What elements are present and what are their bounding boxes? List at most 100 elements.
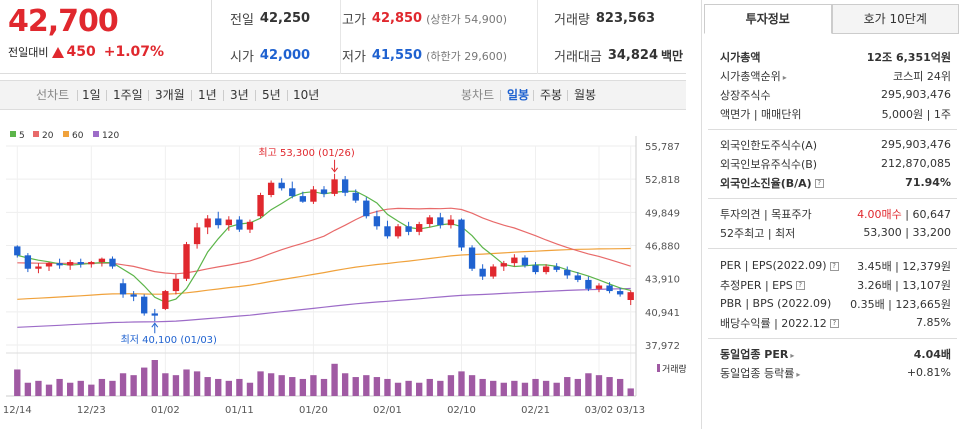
x-tick-label: 01/11 xyxy=(225,405,254,416)
volume-bar xyxy=(341,373,349,396)
ma60-line xyxy=(17,247,631,300)
candle-body xyxy=(320,189,328,194)
info-label-wrap: 배당수익률 | 2022.12? xyxy=(720,315,839,331)
candle-weekly[interactable]: 주봉 xyxy=(540,88,563,102)
info-label-wrap: 액면가 | 매매단위 xyxy=(720,106,802,122)
legend-swatch xyxy=(33,131,39,137)
y-tick-label: 55,787 xyxy=(645,142,680,153)
help-icon[interactable]: ? xyxy=(814,179,824,188)
stock-main-panel: 42,700 전일대비 450 +1.07% 전일 42,250 고가 42,8… xyxy=(0,0,686,416)
y-tick-label: 46,880 xyxy=(645,241,680,252)
volume-bar xyxy=(606,377,613,396)
volume-bar xyxy=(320,378,328,396)
period-3m[interactable]: 3개월 xyxy=(155,88,185,102)
candle-body xyxy=(141,296,148,314)
period-1w[interactable]: 1주일 xyxy=(113,88,143,102)
target-opinion: 4.00매수 xyxy=(857,207,902,221)
info-label-wrap: 동일업종 PER ▸ xyxy=(720,346,794,362)
legend-label: 20 xyxy=(42,131,54,141)
info-label[interactable]: 동일업종 등락률 xyxy=(720,366,795,380)
period-5y[interactable]: 5년 xyxy=(262,88,281,102)
divider xyxy=(287,90,288,101)
y-tick-label: 52,818 xyxy=(645,175,680,186)
info-label: 상장주식수 xyxy=(720,88,771,102)
volume-bar xyxy=(299,378,307,396)
tab-order-book[interactable]: 호가 10단계 xyxy=(831,4,959,34)
volume-bar xyxy=(331,363,338,396)
volume-bar xyxy=(458,371,465,396)
candle-body xyxy=(532,265,539,273)
volume-bar xyxy=(394,382,402,396)
change-amount: 450 xyxy=(66,44,96,60)
info-value: 295,903,476 xyxy=(881,138,951,151)
candle-body xyxy=(574,275,582,280)
period-3y[interactable]: 3년 xyxy=(230,88,249,102)
candle-body xyxy=(35,266,42,269)
tab-investment-info[interactable]: 투자정보 xyxy=(704,4,832,34)
candle-chart-button[interactable]: 봉차트 xyxy=(461,88,495,102)
info-label: 배당수익률 | 2022.12 xyxy=(720,316,827,330)
line-chart-button[interactable]: 선차트 xyxy=(36,88,70,102)
change-row: 전일대비 450 +1.07% xyxy=(8,44,164,60)
stat-label: 전일 xyxy=(230,13,254,28)
candle-body xyxy=(109,258,116,267)
chevron-right-icon[interactable]: ▸ xyxy=(796,369,801,379)
candle-body xyxy=(14,246,21,256)
candle-monthly[interactable]: 월봉 xyxy=(574,88,597,102)
volume-bar xyxy=(352,377,359,396)
info-label[interactable]: 시가총액순위 xyxy=(720,69,781,83)
volume-bar xyxy=(479,378,486,396)
x-tick-label: 02/01 xyxy=(373,405,402,416)
period-10y[interactable]: 10년 xyxy=(293,88,320,102)
info-label: 외국인보유주식수(B) xyxy=(720,157,818,171)
volume-bar xyxy=(109,380,116,396)
candlestick-chart: 5 20 60 120 55,787 52,818 49,849 46,880 43,910 40… xyxy=(3,131,686,416)
candle-body xyxy=(595,285,603,289)
help-icon[interactable]: ? xyxy=(795,281,805,290)
info-label-wrap: 외국인한도주식수(A) xyxy=(720,137,817,153)
help-icon[interactable]: ? xyxy=(829,319,839,328)
volume-bar xyxy=(141,367,148,396)
period-1d[interactable]: 1일 xyxy=(82,88,101,102)
info-tabs: 투자정보 호가 10단계 xyxy=(704,4,959,34)
volume-bar xyxy=(119,373,127,396)
candle-body xyxy=(130,294,137,297)
divider xyxy=(255,90,256,101)
stat-label: 거래대금 xyxy=(554,50,602,65)
stat-value: 42,250 xyxy=(259,11,311,26)
volume-bar xyxy=(437,380,444,396)
volume-bar xyxy=(193,371,201,396)
low-arrow-head xyxy=(151,322,159,328)
candle-body xyxy=(384,226,391,237)
candle-daily[interactable]: 일봉 xyxy=(507,88,530,102)
chart-toolbar: 선차트 1일 1주일 3개월 1년 3년 5년 10년 봉차트 일봉 주봉 월봉 xyxy=(0,80,686,110)
help-icon[interactable]: ? xyxy=(829,261,839,271)
candle-body xyxy=(416,224,423,232)
candle-body xyxy=(437,217,444,226)
volume-bar xyxy=(500,382,507,396)
stat-value: 42,000 xyxy=(259,48,311,63)
stat-label: 고가 xyxy=(342,13,366,28)
volume-bar xyxy=(162,373,169,396)
candle-body xyxy=(119,283,127,295)
volume-bar xyxy=(14,369,21,396)
info-value: 71.94% xyxy=(905,176,951,189)
info-row: 추정PER | EPS? 3.26배 | 13,107원 xyxy=(720,276,951,293)
info-row: 배당수익률 | 2022.12? 7.85% xyxy=(720,314,951,331)
chevron-right-icon[interactable]: ▸ xyxy=(790,350,795,360)
candle-body xyxy=(66,262,74,266)
candle-body xyxy=(373,216,381,227)
info-label-wrap: PBR | BPS (2022.09) xyxy=(720,297,831,310)
period-1y[interactable]: 1년 xyxy=(198,88,217,102)
target-price: | 60,647 xyxy=(901,207,951,221)
info-row: PER | EPS(2022.09)? 3.45배 | 12,379원 xyxy=(720,257,951,274)
candle-body xyxy=(468,247,476,269)
chevron-right-icon[interactable]: ▸ xyxy=(782,72,787,82)
volume-bar xyxy=(45,384,53,396)
candle-body xyxy=(511,257,518,264)
volume-bar xyxy=(225,380,232,396)
info-label[interactable]: 동일업종 PER xyxy=(720,347,789,361)
volume-bar xyxy=(426,378,433,396)
info-row: 52주최고 | 최저 53,300 | 33,200 xyxy=(720,224,951,241)
info-row: 시가총액순위 ▸ 코스피 24위 xyxy=(720,67,951,84)
